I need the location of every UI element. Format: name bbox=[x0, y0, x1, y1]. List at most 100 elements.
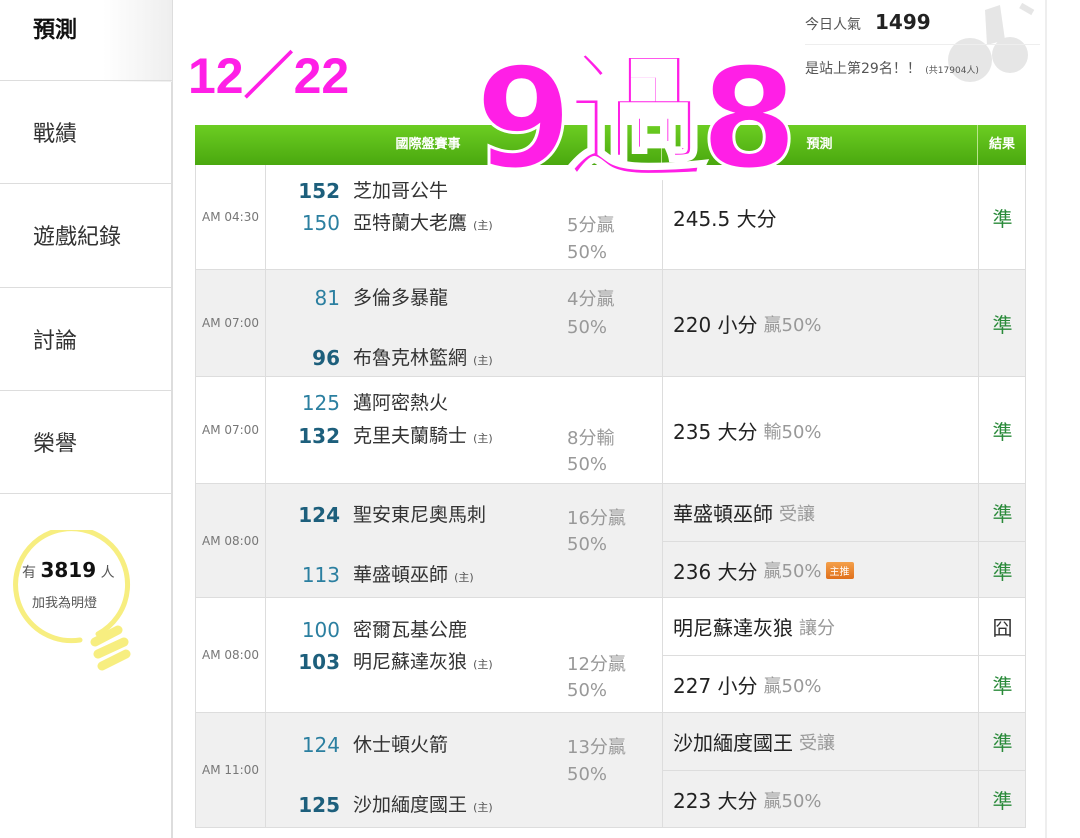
prediction-main: 明尼蘇達灰狼 bbox=[673, 616, 793, 640]
home-tag: (主) bbox=[473, 432, 493, 445]
mascot-decoration-icon bbox=[948, 2, 1035, 82]
teams-cell: 81 多倫多暴龍 96 布魯克林籃網 (主) 4分贏 50% bbox=[266, 270, 663, 376]
result: 準 bbox=[992, 313, 1013, 337]
away-team-number: 124 bbox=[301, 733, 340, 757]
home-team[interactable]: 明尼蘇達灰狼 (主) bbox=[353, 648, 493, 679]
table-row: AM 07:00 125 邁阿密熱火 132 克里夫蘭騎士 (主) 8分輸 50… bbox=[195, 377, 1026, 484]
home-team[interactable]: 沙加緬度國王 (主) bbox=[353, 791, 493, 822]
teams-cell: 124 休士頓火箭 125 沙加緬度國王 (主) 13分贏 50% bbox=[266, 713, 663, 827]
table-header: 國際盤賽事 預測 結果 bbox=[195, 125, 1026, 165]
result-cell: 囧準 bbox=[979, 598, 1026, 712]
table-row: AM 08:00 124 聖安東尼奧馬刺 113 華盛頓巫師 (主) 16分贏 … bbox=[195, 484, 1026, 598]
away-team-number: 81 bbox=[314, 286, 340, 310]
result: 準 bbox=[979, 655, 1026, 713]
game-time: AM 04:30 bbox=[196, 165, 266, 269]
home-team-name: 明尼蘇達灰狼 bbox=[353, 651, 468, 673]
handicap-line: 5分贏 bbox=[567, 215, 615, 236]
home-team-name: 克里夫蘭騎士 bbox=[353, 425, 468, 447]
home-team[interactable]: 克里夫蘭騎士 (主) bbox=[353, 422, 493, 453]
away-team-name[interactable]: 芝加哥公牛 bbox=[353, 180, 449, 202]
column-header: 國際盤賽事 bbox=[195, 125, 662, 165]
prediction: 227 小分 贏50% bbox=[663, 655, 978, 713]
sidebar-item-label: 預測 bbox=[33, 18, 78, 43]
result: 準 bbox=[979, 770, 1026, 828]
away-team-name[interactable]: 密爾瓦基公鹿 bbox=[353, 619, 468, 641]
home-team-name: 華盛頓巫師 bbox=[353, 564, 449, 586]
away-team-name[interactable]: 多倫多暴龍 bbox=[353, 287, 449, 309]
prediction: 220 小分 贏50% bbox=[663, 270, 978, 377]
handicap-rate: 50% bbox=[567, 454, 608, 475]
home-team-number: 150 bbox=[301, 211, 340, 235]
prediction-main: 235 大分 bbox=[673, 420, 758, 444]
teams-cell: 100 密爾瓦基公鹿 103 明尼蘇達灰狼 (主) 12分贏 50% bbox=[266, 598, 663, 712]
follow-bulb[interactable]: 有 3819 人 加我為明燈 bbox=[10, 530, 135, 680]
result: 囧 bbox=[992, 616, 1013, 640]
home-tag: (主) bbox=[473, 801, 493, 814]
away-team-number: 124 bbox=[298, 503, 340, 527]
home-team[interactable]: 布魯克林籃網 (主) bbox=[353, 344, 493, 375]
prediction: 235 大分 輸50% bbox=[663, 377, 978, 484]
prediction-cell: 明尼蘇達灰狼 讓分 227 小分 贏50% bbox=[663, 598, 979, 712]
result: 準 bbox=[992, 502, 1013, 526]
predictions-table: 國際盤賽事 預測 結果 AM 04:30 152 芝加哥公牛 150 亞特蘭大老… bbox=[195, 125, 1026, 828]
result-cell: 準 bbox=[979, 270, 1026, 376]
prediction-detail: 受讓 bbox=[799, 732, 835, 754]
prediction: 223 大分 贏50% bbox=[663, 770, 978, 828]
table-row: AM 04:30 152 芝加哥公牛 150 亞特蘭大老鷹 (主) 5分贏 50… bbox=[195, 165, 1026, 270]
prediction-main: 220 小分 bbox=[673, 313, 758, 337]
handicap-rate: 50% bbox=[567, 764, 608, 785]
sidebar-item-discussion[interactable]: 討論 bbox=[0, 287, 172, 390]
prediction-detail: 贏50% bbox=[763, 561, 822, 582]
popularity: 今日人氣 1499 bbox=[805, 10, 931, 34]
result-cell: 準準 bbox=[979, 713, 1026, 827]
teams-cell: 124 聖安東尼奧馬刺 113 華盛頓巫師 (主) 16分贏 50% bbox=[266, 484, 663, 597]
prediction-main: 245.5 大分 bbox=[673, 207, 777, 231]
column-header: 結果 bbox=[988, 137, 1015, 152]
prediction-detail: 贏50% bbox=[763, 675, 822, 697]
prediction-cell: 沙加緬度國王 受讓 223 大分 贏50% bbox=[663, 713, 979, 827]
column-header: 預測 bbox=[662, 125, 978, 165]
featured-badge: 主推 bbox=[825, 561, 854, 579]
away-team-name[interactable]: 邁阿密熱火 bbox=[353, 392, 449, 414]
prediction: 明尼蘇達灰狼 讓分 bbox=[663, 598, 978, 655]
home-team[interactable]: 華盛頓巫師 (主) bbox=[353, 561, 474, 592]
result: 準 bbox=[979, 541, 1026, 598]
prediction-main: 華盛頓巫師 bbox=[673, 502, 773, 526]
prediction-main: 沙加緬度國王 bbox=[673, 731, 793, 755]
scrollbar[interactable] bbox=[1045, 0, 1047, 838]
sidebar-item-honor[interactable]: 榮譽 bbox=[0, 390, 172, 493]
home-team-number: 125 bbox=[298, 793, 340, 817]
game-time: AM 11:00 bbox=[196, 713, 266, 827]
result-cell: 準 bbox=[979, 377, 1026, 483]
away-team-name[interactable]: 休士頓火箭 bbox=[353, 734, 449, 756]
home-team-number: 113 bbox=[301, 563, 340, 587]
result: 準 bbox=[992, 420, 1013, 444]
handicap-rate: 50% bbox=[567, 534, 608, 555]
date-title: 12／22 bbox=[188, 48, 350, 104]
home-team[interactable]: 亞特蘭大老鷹 (主) bbox=[353, 209, 493, 240]
handicap-line: 8分輸 bbox=[567, 428, 615, 449]
overlay-text: 9過8 bbox=[474, 38, 800, 201]
game-time: AM 07:00 bbox=[196, 377, 266, 483]
prediction-main: 223 大分 bbox=[673, 789, 758, 813]
lightbulb-icon bbox=[13, 530, 131, 671]
away-team-number: 152 bbox=[298, 179, 340, 203]
rank-text: 是站上第29名！！ (共17904人) bbox=[805, 61, 979, 77]
sidebar-item-game-log[interactable]: 遊戲紀錄 bbox=[0, 183, 172, 286]
result-cell: 準準 bbox=[979, 484, 1026, 597]
sidebar-item-record[interactable]: 戰績 bbox=[0, 80, 172, 183]
sidebar-item-predict[interactable]: 預測 bbox=[0, 0, 172, 82]
home-team-name: 沙加緬度國王 bbox=[353, 794, 468, 816]
handicap-line: 4分贏 bbox=[567, 289, 615, 310]
prediction: 沙加緬度國王 受讓 bbox=[663, 713, 978, 770]
home-team-number: 132 bbox=[298, 424, 340, 448]
prediction-detail: 贏50% bbox=[763, 790, 822, 812]
teams-cell: 152 芝加哥公牛 150 亞特蘭大老鷹 (主) 5分贏 50% bbox=[266, 165, 663, 269]
prediction-cell: 235 大分 輸50% bbox=[663, 377, 979, 483]
result: 準 bbox=[992, 731, 1013, 755]
prediction-detail: 輸50% bbox=[763, 421, 822, 443]
home-team-number: 96 bbox=[312, 346, 340, 370]
prediction-main: 227 小分 bbox=[673, 674, 758, 698]
away-team-name[interactable]: 聖安東尼奧馬刺 bbox=[353, 504, 487, 526]
prediction-detail: 讓分 bbox=[799, 617, 835, 639]
